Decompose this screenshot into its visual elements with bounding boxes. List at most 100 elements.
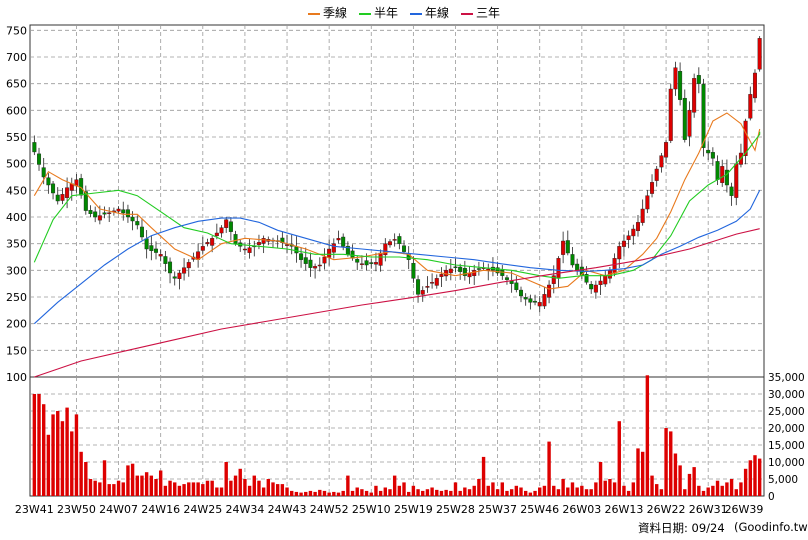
volume-bar bbox=[135, 475, 139, 496]
volume-bar bbox=[369, 492, 373, 496]
legend-label: 三年 bbox=[476, 6, 501, 20]
volume-bar bbox=[173, 482, 177, 496]
volume-bar bbox=[631, 482, 636, 496]
candle-body bbox=[757, 38, 762, 70]
volume-bar bbox=[229, 480, 233, 496]
candle-body bbox=[378, 252, 383, 266]
candle-body bbox=[547, 284, 552, 298]
x-tick-label: 24W52 bbox=[310, 503, 349, 516]
x-tick-label: 24W25 bbox=[183, 503, 222, 516]
volume-bar bbox=[191, 482, 196, 496]
x-tick-label: 24W34 bbox=[225, 503, 264, 516]
candle-body bbox=[645, 195, 650, 210]
candle-body bbox=[430, 282, 435, 284]
volume-bar bbox=[729, 479, 734, 496]
volume-bar bbox=[350, 490, 355, 496]
candle-body bbox=[336, 238, 341, 241]
volume-bar bbox=[341, 490, 345, 496]
volume-bar bbox=[500, 482, 504, 496]
candle-body bbox=[373, 262, 378, 265]
volume-bar bbox=[589, 489, 593, 496]
candle-body bbox=[168, 261, 173, 274]
volume-bar bbox=[477, 479, 481, 496]
volume-bar bbox=[158, 470, 163, 496]
volume-bar bbox=[397, 485, 402, 496]
candle-body bbox=[664, 142, 669, 158]
candle-body bbox=[603, 275, 608, 285]
volume-bar bbox=[201, 484, 205, 496]
volume-bar bbox=[205, 480, 210, 496]
volume-bar bbox=[70, 431, 74, 496]
candle-body bbox=[654, 168, 659, 181]
volume-bar bbox=[355, 487, 359, 496]
candle-body bbox=[247, 247, 252, 253]
candle-body bbox=[214, 232, 219, 237]
volume-bar bbox=[603, 480, 607, 496]
candle-body bbox=[504, 277, 509, 280]
candle-body bbox=[458, 266, 463, 272]
x-tick-label: 24W07 bbox=[99, 503, 138, 516]
volume-bar bbox=[725, 482, 729, 496]
volume-bar bbox=[411, 485, 416, 496]
candle-body bbox=[584, 274, 589, 283]
footer-source: (Goodinfo.tw) bbox=[734, 520, 808, 534]
candle-body bbox=[308, 259, 313, 268]
volume-bar bbox=[435, 489, 439, 496]
volume-bar bbox=[580, 485, 584, 496]
candle-body bbox=[139, 226, 144, 238]
x-tick-label: 24W16 bbox=[141, 503, 180, 516]
candle-body bbox=[294, 246, 299, 254]
volume-bar bbox=[215, 487, 219, 496]
candle-body bbox=[631, 228, 636, 237]
candle-body bbox=[598, 280, 603, 285]
volume-bar bbox=[645, 375, 650, 496]
price-tick-label: 550 bbox=[6, 131, 27, 144]
candle-body bbox=[186, 262, 191, 269]
price-tick-label: 450 bbox=[6, 184, 27, 197]
candle-body bbox=[233, 234, 238, 244]
candle-body bbox=[107, 212, 112, 214]
candle-body bbox=[299, 253, 304, 260]
candle-body bbox=[163, 256, 168, 264]
price-tick-label: 500 bbox=[6, 158, 27, 171]
legend-swatch bbox=[461, 12, 474, 15]
candle-body bbox=[519, 289, 524, 297]
candle-body bbox=[219, 227, 224, 234]
volume-bar bbox=[56, 411, 60, 496]
candle-body bbox=[425, 286, 430, 288]
candle-body bbox=[710, 152, 715, 159]
volume-bar bbox=[458, 490, 462, 496]
volume-bar bbox=[98, 482, 102, 496]
candle-body bbox=[701, 84, 706, 148]
volume-bar bbox=[453, 482, 458, 496]
volume-bar bbox=[280, 484, 285, 496]
volume-bar bbox=[299, 492, 303, 496]
ma-line-季線 bbox=[33, 112, 761, 290]
volume-bar bbox=[322, 490, 327, 496]
candle-body bbox=[533, 300, 538, 303]
volume-bar bbox=[266, 479, 271, 496]
candle-body bbox=[397, 236, 402, 244]
legend-item: 季線 bbox=[307, 6, 347, 20]
candle-body bbox=[593, 284, 598, 293]
legend-item: 半年 bbox=[358, 6, 398, 20]
volume-bar bbox=[678, 465, 682, 496]
candle-body bbox=[65, 187, 70, 198]
ma-line-年線 bbox=[33, 190, 761, 325]
x-tick-label: 25W19 bbox=[394, 503, 433, 516]
volume-bar bbox=[285, 487, 289, 496]
volume-bar bbox=[196, 482, 200, 496]
legend-item: 三年 bbox=[461, 6, 500, 20]
candle-body bbox=[640, 208, 645, 223]
volume-bar bbox=[570, 482, 575, 496]
candle-body bbox=[729, 186, 734, 196]
candle-body bbox=[355, 258, 360, 263]
candle-body bbox=[130, 216, 135, 222]
volume-bar bbox=[594, 482, 598, 496]
candle-body bbox=[144, 238, 149, 250]
volume-bar bbox=[332, 491, 336, 496]
legend-swatch bbox=[307, 12, 320, 15]
volume-bar bbox=[715, 480, 720, 496]
volume-bar bbox=[261, 487, 266, 496]
candle-body bbox=[500, 269, 505, 276]
